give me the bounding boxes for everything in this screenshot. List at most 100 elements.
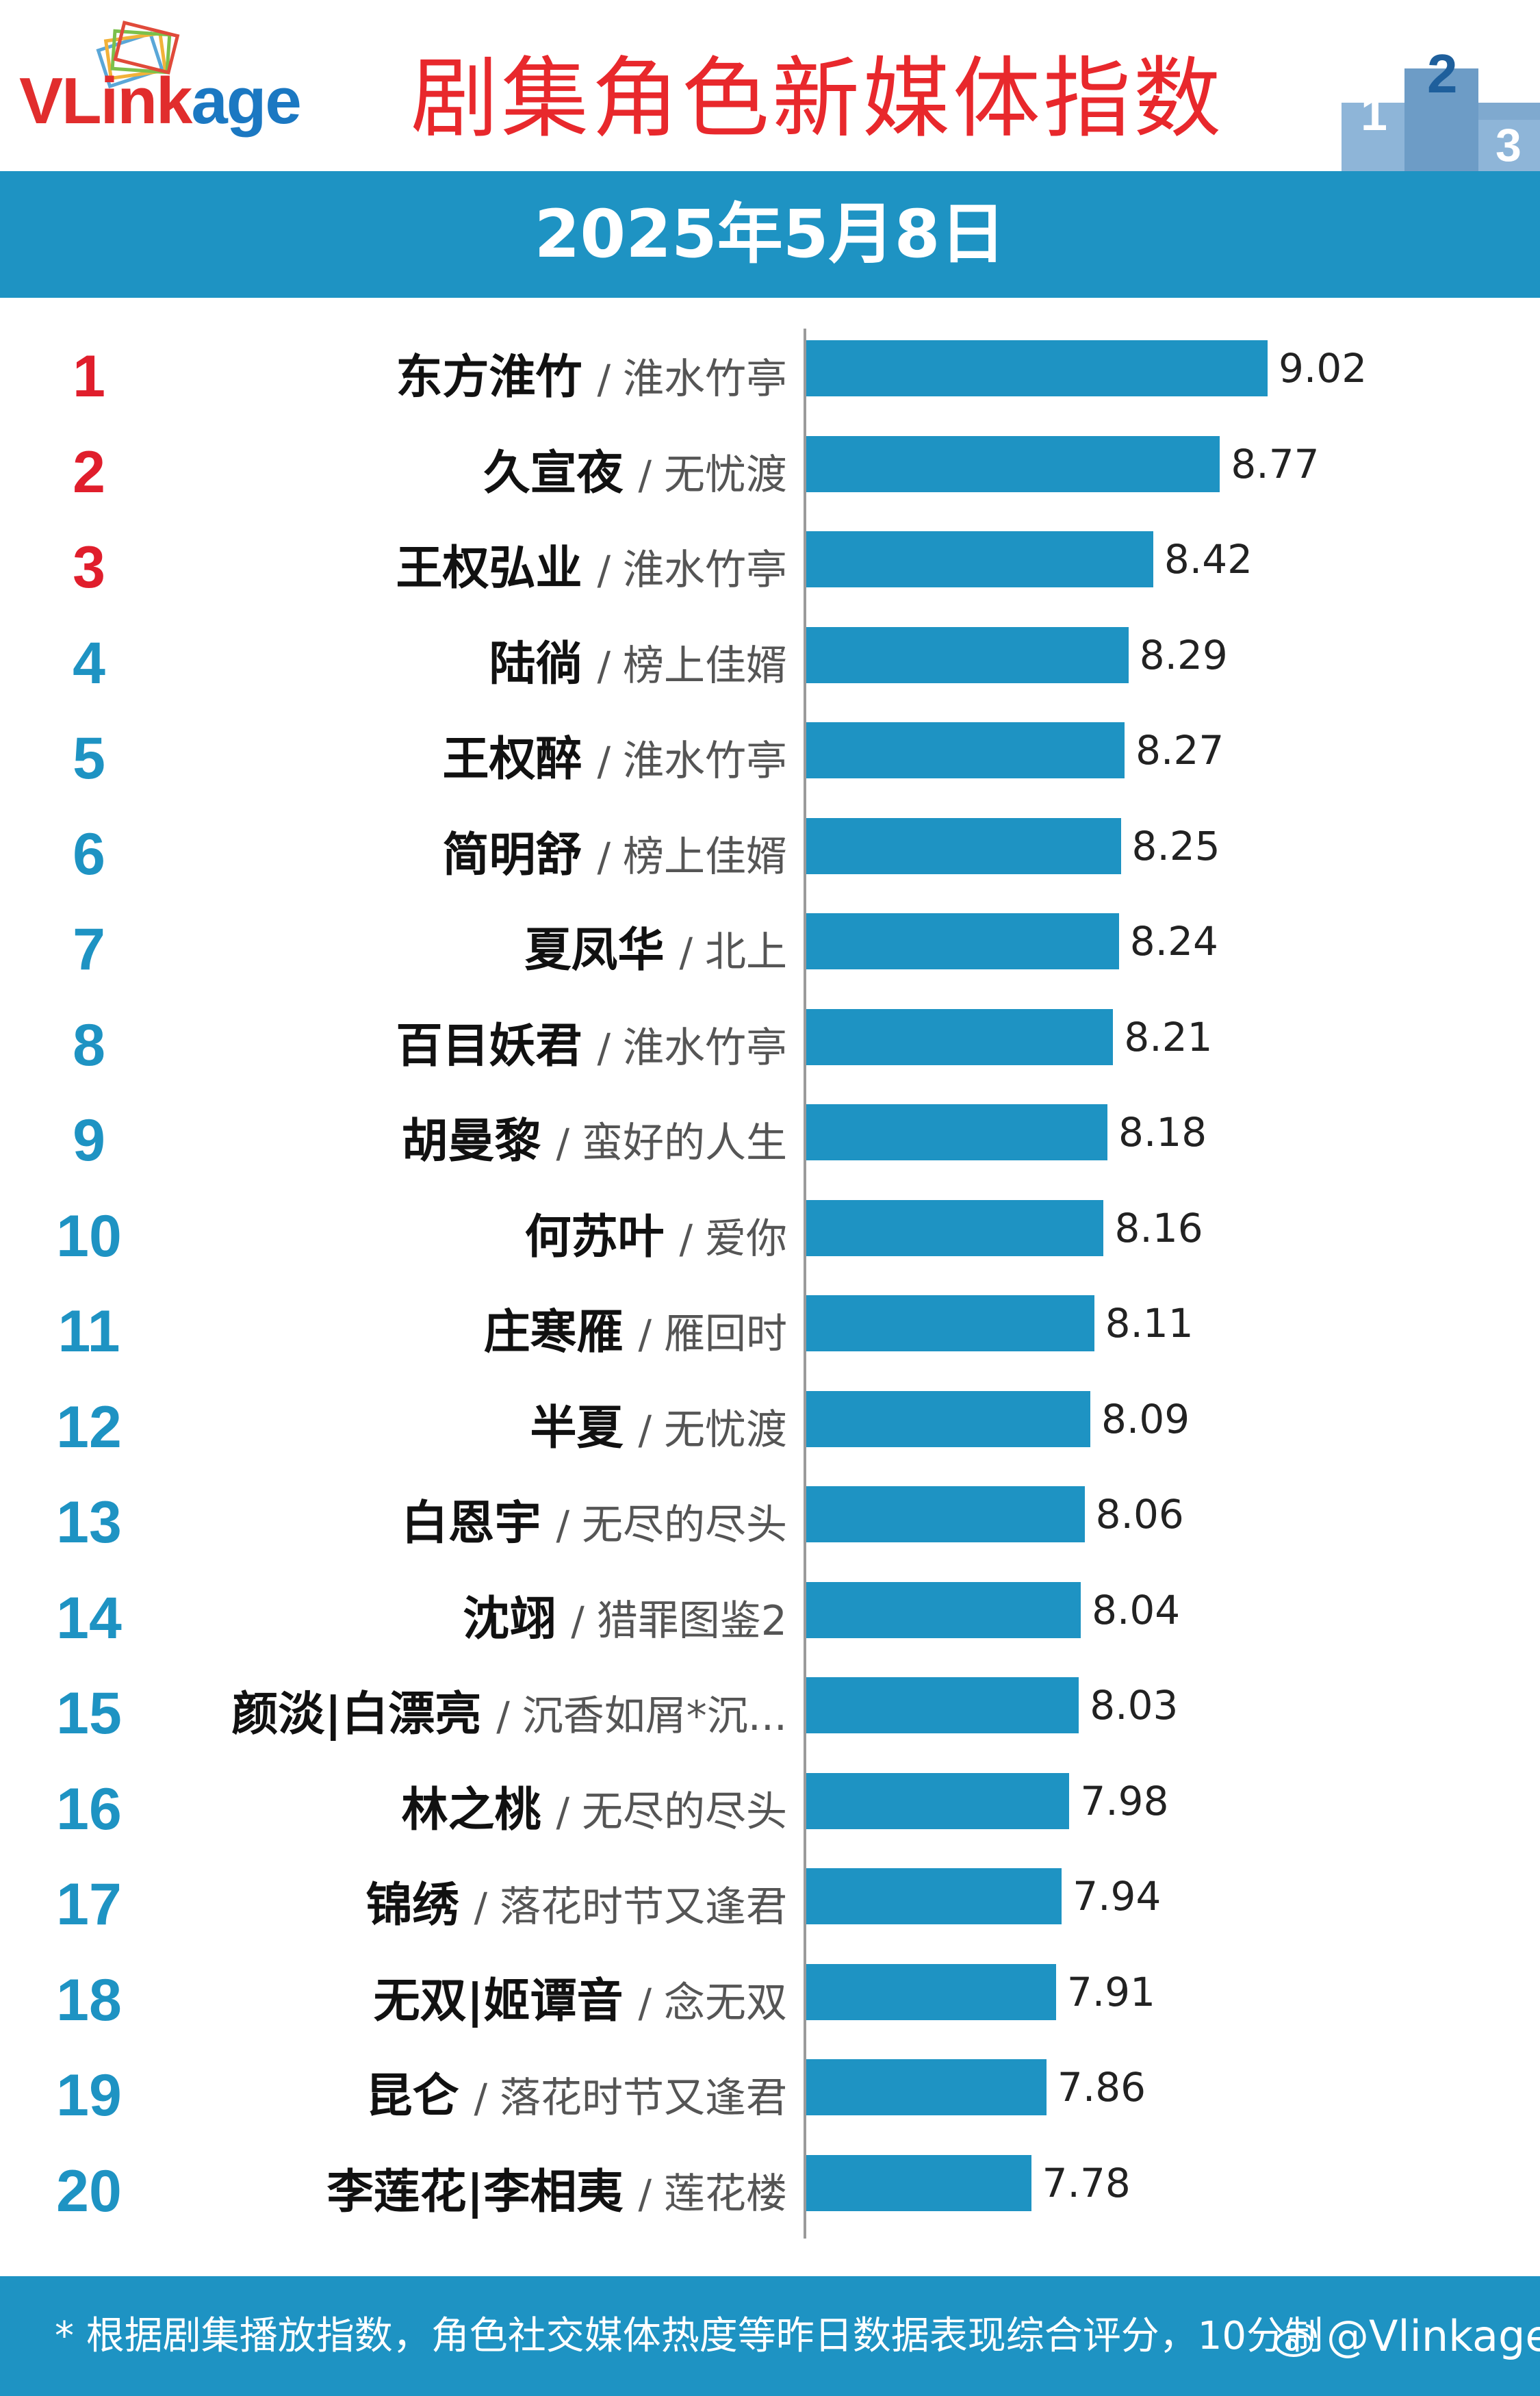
character-name: 庄寒雁 — [483, 1305, 624, 1360]
ranking-row: 14 沈翊 / 猎罪图鉴2 8.04 — [0, 1567, 1540, 1663]
row-label: 半夏 / 无忧渡 — [530, 1391, 787, 1466]
drama-title: 念无双 — [664, 1978, 787, 2027]
rank-number: 18 — [56, 1967, 122, 2033]
character-name: 东方淮竹 — [396, 351, 582, 405]
row-label: 林之桃 / 无尽的尽头 — [401, 1773, 787, 1848]
character-name: 无双|姬谭音 — [373, 1974, 624, 2028]
ranking-row: 2 久宣夜 / 无忧渡 8.77 — [0, 421, 1540, 517]
character-name: 久宣夜 — [483, 446, 624, 500]
ranking-row: 16 林之桃 / 无尽的尽头 7.98 — [0, 1758, 1540, 1854]
score-value: 8.27 — [1135, 727, 1224, 774]
rank-number: 14 — [56, 1585, 122, 1651]
drama-title: 榜上佳婿 — [623, 641, 787, 690]
label-separator: / — [597, 547, 611, 594]
label-separator: / — [597, 833, 611, 880]
ranking-row: 18 无双|姬谭音 / 念无双 7.91 — [0, 1949, 1540, 2045]
row-label: 东方淮竹 / 淮水竹亭 — [396, 340, 787, 416]
drama-title: 淮水竹亭 — [623, 546, 787, 594]
ranking-row: 1 东方淮竹 / 淮水竹亭 9.02 — [0, 325, 1540, 421]
score-bar — [806, 531, 1153, 587]
rank-number: 6 — [73, 821, 105, 887]
ranking-row: 8 百目妖君 / 淮水竹亭 8.21 — [0, 994, 1540, 1090]
stacked-cards-logo-icon — [96, 21, 180, 89]
rank-number: 13 — [56, 1490, 122, 1555]
row-label: 庄寒雁 / 雁回时 — [483, 1295, 787, 1371]
rank-number: 4 — [73, 630, 105, 696]
character-name: 王权醉 — [442, 732, 582, 787]
row-label: 简明舒 / 榜上佳婿 — [442, 818, 787, 893]
weibo-icon — [1274, 2323, 1317, 2357]
row-label: 王权弘业 / 淮水竹亭 — [396, 531, 787, 607]
score-bar — [806, 2059, 1047, 2115]
score-value: 7.78 — [1042, 2159, 1131, 2206]
score-bar — [806, 1868, 1062, 1924]
ranking-row: 5 王权醉 / 淮水竹亭 8.27 — [0, 707, 1540, 803]
rank-number: 2 — [73, 439, 105, 505]
label-separator: / — [638, 1311, 652, 1358]
rank-number: 5 — [73, 726, 105, 791]
score-value: 8.77 — [1231, 440, 1320, 487]
label-separator: / — [679, 1215, 693, 1262]
ranking-row: 12 半夏 / 无忧渡 8.09 — [0, 1376, 1540, 1472]
row-label: 胡曼黎 / 蛮好的人生 — [401, 1104, 787, 1180]
score-bar — [806, 1295, 1094, 1351]
label-separator: / — [597, 356, 611, 403]
podium-digit-1: 2 — [1427, 43, 1458, 104]
row-label: 无双|姬谭音 / 念无双 — [374, 1964, 787, 2039]
logo-wordmark: VLinkage — [19, 64, 302, 138]
podium-digit-3: 3 — [1496, 119, 1522, 171]
score-value: 8.42 — [1164, 536, 1253, 583]
score-bar — [806, 1104, 1108, 1160]
label-separator: / — [474, 2075, 487, 2121]
character-name: 李莲花|李相夷 — [326, 2165, 624, 2219]
character-name: 白恩宇 — [401, 1496, 541, 1551]
label-separator: / — [556, 1120, 569, 1167]
score-value: 7.98 — [1080, 1777, 1169, 1824]
score-value: 8.18 — [1118, 1109, 1207, 1156]
label-separator: / — [638, 1406, 652, 1453]
drama-title: 无忧渡 — [664, 1405, 787, 1454]
character-name: 胡曼黎 — [401, 1114, 541, 1169]
watermark: @Vlinkage — [1273, 2276, 1540, 2396]
character-name: 百目妖君 — [396, 1019, 582, 1073]
drama-title: 北上 — [705, 928, 787, 976]
page-title: 剧集角色新媒体指数 — [411, 48, 1224, 150]
label-separator: / — [496, 1693, 510, 1739]
score-bar — [806, 1677, 1079, 1733]
ranking-row: 11 庄寒雁 / 雁回时 8.11 — [0, 1280, 1540, 1376]
score-bar — [806, 1199, 1104, 1256]
character-name: 林之桃 — [401, 1783, 541, 1837]
ranking-row: 4 陆徜 / 榜上佳婿 8.29 — [0, 612, 1540, 708]
row-label: 李莲花|李相夷 / 莲花楼 — [327, 2155, 787, 2230]
score-value: 7.86 — [1057, 2064, 1146, 2111]
date-banner: 2025年5月8日 — [0, 171, 1540, 298]
score-bar — [806, 722, 1125, 778]
chart-axis-line — [804, 329, 806, 2239]
label-separator: / — [597, 1024, 611, 1071]
score-bar — [806, 435, 1220, 492]
character-name: 锦绣 — [365, 1878, 459, 1933]
score-value: 8.09 — [1101, 1395, 1190, 1442]
row-label: 陆徜 / 榜上佳婿 — [489, 627, 787, 702]
score-value: 8.21 — [1124, 1013, 1213, 1060]
character-name: 夏凤华 — [524, 923, 665, 978]
row-label: 百目妖君 / 淮水竹亭 — [396, 1009, 787, 1084]
rank-number: 10 — [56, 1203, 122, 1269]
ranking-row: 13 白恩宇 / 无尽的尽头 8.06 — [0, 1471, 1540, 1567]
label-separator: / — [597, 738, 611, 785]
score-bar — [806, 1008, 1114, 1065]
row-label: 何苏叶 / 爱你 — [524, 1200, 787, 1275]
character-name: 陆徜 — [489, 637, 582, 691]
label-separator: / — [638, 1979, 652, 2026]
score-value: 8.03 — [1090, 1682, 1179, 1729]
character-name: 昆仑 — [365, 2069, 459, 2124]
rank-number: 15 — [56, 1681, 122, 1746]
score-value: 8.06 — [1095, 1491, 1184, 1538]
score-bar — [806, 1486, 1085, 1542]
character-name: 何苏叶 — [524, 1210, 665, 1264]
row-label: 昆仑 / 落花时节又逢君 — [365, 2059, 787, 2134]
score-bar — [806, 913, 1119, 969]
header: VLinkage 剧集角色新媒体指数 1 2 3 — [0, 0, 1540, 171]
score-bar — [806, 626, 1129, 683]
row-label: 白恩宇 / 无尽的尽头 — [401, 1486, 787, 1562]
